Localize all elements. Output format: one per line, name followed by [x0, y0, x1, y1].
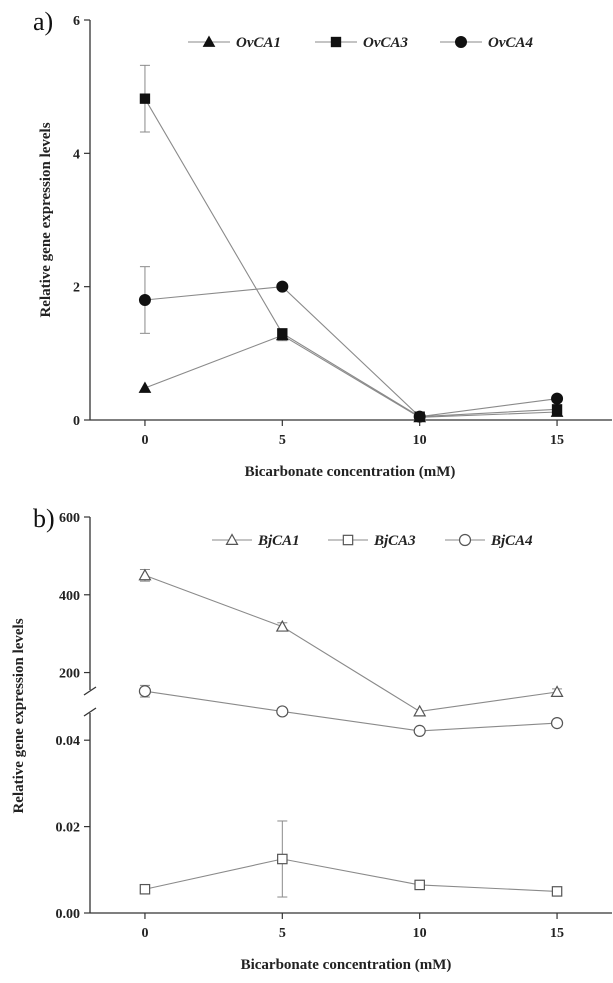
y-tick-label: 600 [59, 511, 80, 526]
data-point-BjCA3 [551, 886, 563, 897]
legend-label-OvCA3: OvCA3 [363, 35, 409, 51]
data-point-OvCA3 [139, 93, 151, 104]
data-point-OvCA4 [551, 392, 564, 405]
data-point-BjCA1 [550, 685, 564, 698]
x-tick-label: 0 [141, 926, 148, 941]
y-tick-label: 0 [73, 414, 80, 429]
series-line-BjCA4 [144, 690, 558, 732]
legend-marker-BjCA4 [458, 533, 472, 547]
data-point-BjCA1 [275, 619, 289, 632]
data-point-OvCA4 [413, 410, 426, 423]
legend-marker-OvCA4 [455, 36, 467, 48]
legend-marker-OvCA3 [330, 36, 342, 48]
y-axis-title: Relative gene expression levels [11, 618, 27, 813]
panel-b-chart: 200 400 600 0.00 0.02 0.04 0 5 10 15 Bicarbonate c… [11, 504, 612, 973]
series-line-OvCA1 [144, 334, 558, 418]
y-tick-label: 200 [59, 667, 80, 682]
legend-label-OvCA4: OvCA4 [488, 35, 534, 51]
y-tick-label: 0.00 [56, 907, 81, 922]
legend-label-OvCA1: OvCA1 [236, 35, 281, 51]
y-axis-title: Relative gene expression levels [38, 122, 54, 317]
data-point-BjCA4 [138, 685, 152, 698]
data-point-OvCA3 [551, 404, 563, 415]
x-tick-label: 5 [279, 926, 286, 941]
y-tick-label: 4 [73, 147, 80, 162]
data-point-OvCA3 [277, 328, 288, 339]
data-point-BjCA1 [413, 704, 427, 717]
axis-break-mark [83, 707, 97, 717]
series-line-OvCA4 [144, 286, 558, 418]
y-tick-label: 6 [73, 14, 80, 29]
data-point-OvCA4 [276, 280, 289, 293]
x-tick-label: 5 [279, 433, 286, 448]
series-line-OvCA3 [144, 98, 558, 418]
x-tick-label: 15 [550, 433, 564, 448]
x-tick-label: 10 [413, 433, 427, 448]
panel-label-b: b) [33, 504, 55, 533]
series-line-BjCA1 [144, 574, 558, 713]
data-point-BjCA3 [277, 853, 288, 865]
x-tick-label: 10 [413, 926, 427, 941]
data-point-BjCA1 [138, 568, 152, 581]
data-point-BjCA3 [414, 879, 425, 891]
series-line-BjCA3 [144, 858, 558, 892]
legend-label-BjCA3: BjCA3 [373, 533, 416, 549]
panel-a-chart: 0 2 4 6 0 5 10 15 Bicarbonate concentration (mM)… [33, 7, 612, 480]
legend-marker-BjCA3 [342, 534, 354, 546]
data-point-OvCA4 [138, 294, 151, 306]
data-point-BjCA3 [139, 883, 151, 895]
data-point-OvCA1 [138, 381, 152, 393]
legend-marker-OvCA1 [202, 35, 216, 47]
x-tick-label: 15 [550, 926, 564, 941]
legend-label-BjCA4: BjCA4 [490, 533, 533, 549]
x-axis-title: Bicarbonate concentration (mM) [245, 464, 456, 480]
data-point-BjCA4 [276, 705, 289, 718]
panel-label-a: a) [33, 7, 53, 36]
axis-break-mark [83, 686, 97, 696]
data-point-BjCA4 [550, 717, 564, 730]
y-tick-label: 0.04 [56, 734, 81, 749]
y-tick-label: 2 [73, 281, 80, 296]
y-tick-label: 400 [59, 589, 80, 604]
x-axis-title: Bicarbonate concentration (mM) [241, 957, 452, 973]
x-tick-label: 0 [141, 433, 148, 448]
legend-marker-BjCA1 [225, 533, 239, 546]
data-point-BjCA4 [413, 724, 426, 737]
y-tick-label: 0.02 [56, 821, 81, 836]
legend-label-BjCA1: BjCA1 [257, 533, 300, 549]
